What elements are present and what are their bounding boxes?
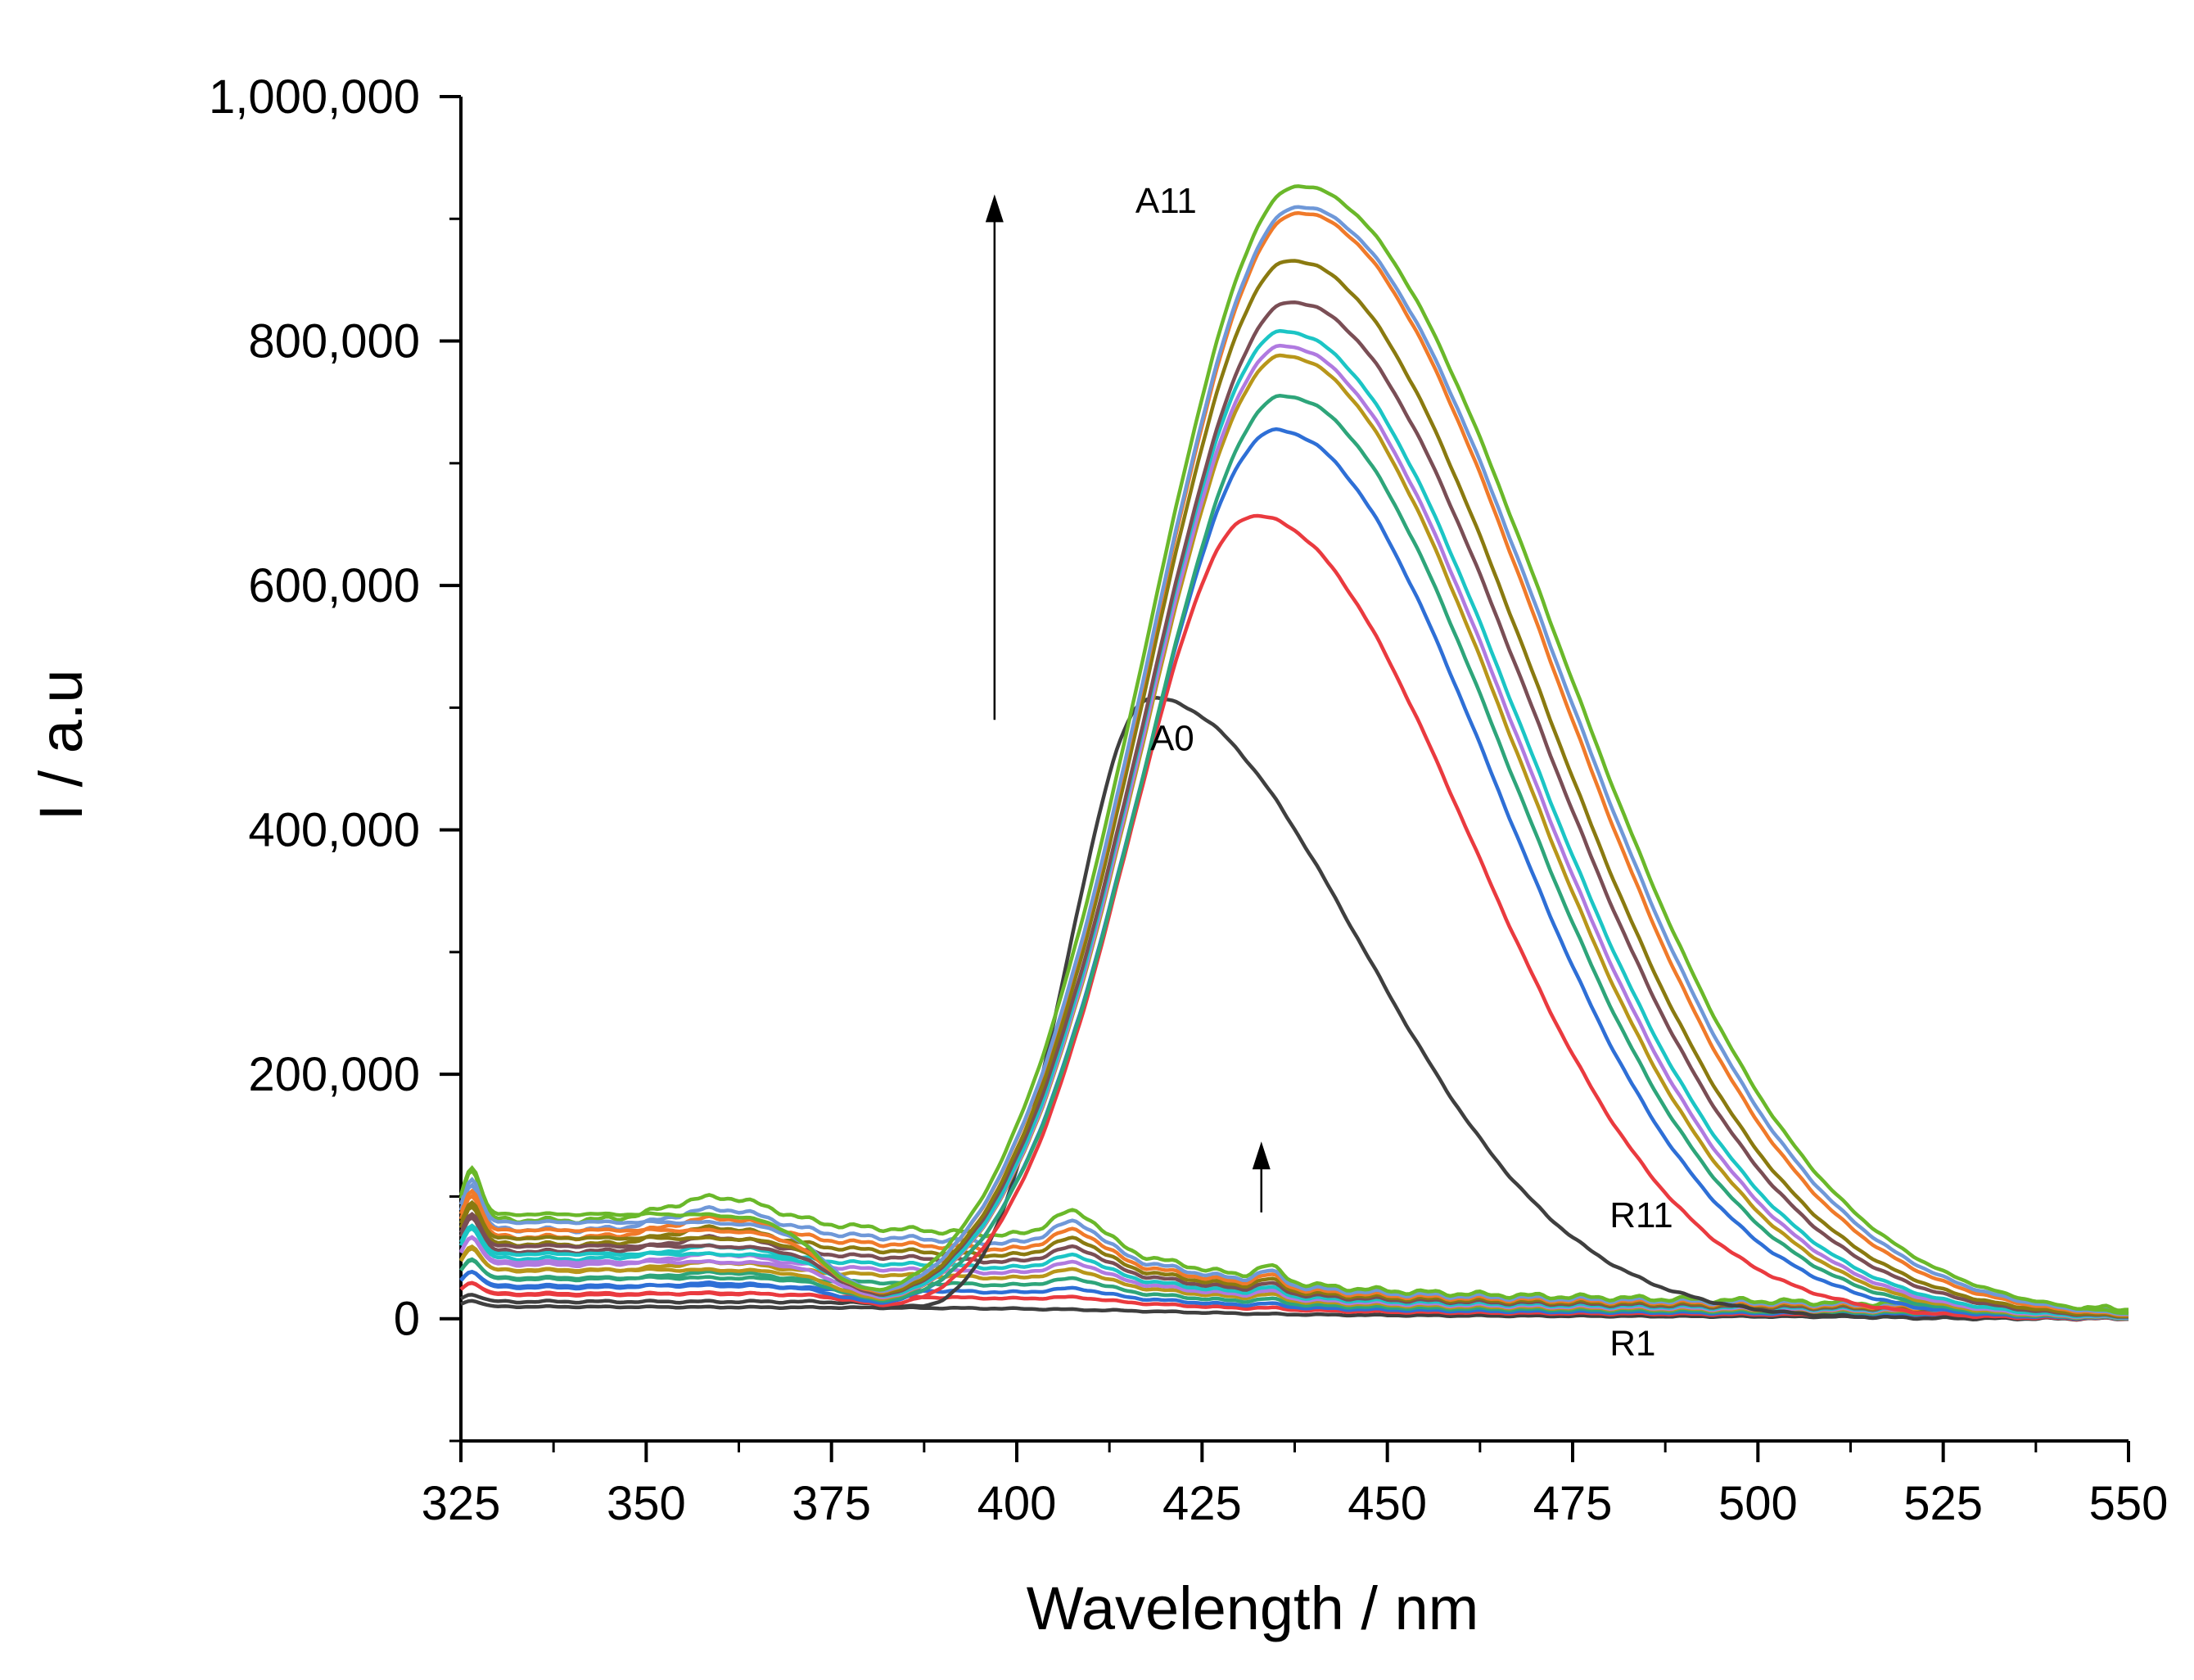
x-tick-label: 450	[1348, 1477, 1427, 1530]
arrow-head	[1252, 1141, 1271, 1170]
y-tick-label: 0	[394, 1293, 420, 1346]
curves	[458, 184, 2129, 1322]
y-tick-label: 200,000	[248, 1048, 420, 1101]
series-a-line	[459, 353, 2129, 1321]
x-tick-label: 325	[422, 1477, 501, 1530]
series-a-line	[459, 343, 2129, 1321]
y-tick-label: 600,000	[248, 559, 420, 612]
annotations: A11 A0 R11 R1	[985, 181, 1673, 1364]
y-axis-title: I / a.u	[27, 669, 95, 820]
x-tick-label: 375	[792, 1477, 871, 1530]
annotation-label: R11	[1609, 1195, 1673, 1235]
series-a-line	[458, 210, 2129, 1317]
x-tick-label: 425	[1162, 1477, 1242, 1530]
y-tick-label: 800,000	[248, 315, 420, 368]
annotation-label: A11	[1135, 181, 1197, 221]
x-tick-label: 350	[607, 1477, 686, 1530]
series-a-line	[458, 300, 2129, 1319]
y-tick-label: 1,000,000	[209, 70, 420, 124]
y-tick-label: 400,000	[248, 804, 420, 857]
series-a-line	[458, 259, 2129, 1318]
series-a-line	[459, 513, 2129, 1321]
series-a-line	[459, 696, 2129, 1322]
x-axis-title: Wavelength / nm	[1027, 1574, 1479, 1642]
series-a-line	[459, 394, 2129, 1321]
x-tick-label: 400	[977, 1477, 1057, 1530]
series-a-line	[458, 328, 2129, 1320]
series-a-line	[459, 427, 2129, 1321]
axes: 325 350 375 400 425 450 475 500 525 550 0 200,000 40…	[209, 70, 2168, 1530]
x-tick-label: 500	[1718, 1477, 1798, 1530]
x-tick-label: 475	[1533, 1477, 1613, 1530]
series-a-line	[458, 184, 2129, 1316]
x-tick-label: 525	[1903, 1477, 1983, 1530]
x-tick-label: 550	[2089, 1477, 2169, 1530]
series-a-line	[458, 205, 2129, 1316]
annotation-label: A0	[1150, 719, 1194, 759]
annotation-label: R1	[1609, 1324, 1655, 1364]
arrow-head	[985, 194, 1004, 223]
